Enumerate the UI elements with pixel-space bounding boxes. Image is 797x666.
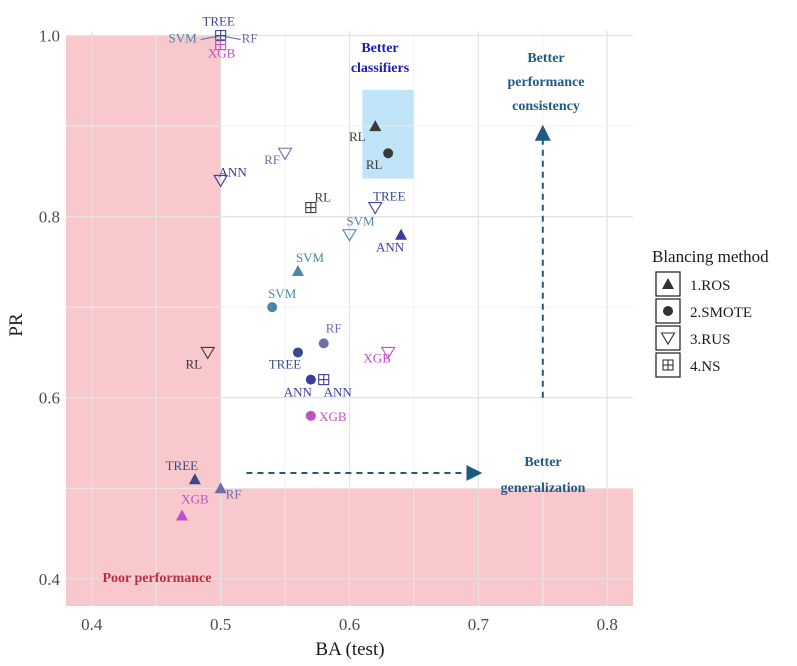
- point-ann-ros: [395, 228, 408, 240]
- region-poor-performance-vertical: [66, 35, 221, 606]
- point-svm-smote: [267, 302, 278, 313]
- y-tick-label: 0.6: [39, 389, 60, 408]
- y-tick-label: 0.8: [39, 208, 60, 227]
- point-label-rf-smote: RF: [326, 320, 342, 335]
- point-label-rf-rus: RF: [264, 152, 280, 167]
- legend: Blancing method 1.ROS 2.SMOTE 3.RUS 4.NS: [652, 247, 769, 378]
- point-labels-layer: RLRLRLRLTREETREETREETREESVMSVMSVMSVMRFRF…: [166, 14, 406, 507]
- points-layer: [175, 29, 408, 521]
- rf-ns-connector: [220, 34, 241, 41]
- point-svm-ros: [291, 264, 304, 276]
- legend-label: 1.ROS: [690, 278, 730, 294]
- legend-label: 4.NS: [690, 359, 720, 375]
- annotation-poor-performance: Poor performance: [103, 571, 212, 586]
- svm-ns-connector: [200, 34, 221, 41]
- x-tick-label: 0.7: [468, 615, 490, 634]
- x-tick-label: 0.5: [210, 615, 231, 634]
- x-axis-title: BA (test): [315, 639, 384, 660]
- x-tick-label: 0.6: [339, 615, 360, 634]
- point-label-tree-rus: TREE: [373, 189, 406, 204]
- point-label-ann-smote: ANN: [284, 385, 313, 400]
- x-axis: 0.4 0.5 0.6 0.7 0.8: [81, 615, 618, 634]
- point-label-svm-smote: SVM: [268, 286, 297, 301]
- point-ann-ns: [318, 374, 330, 386]
- point-label-ann-rus: ANN: [219, 164, 248, 179]
- y-axis: 0.4 0.6 0.8 1.0: [39, 27, 61, 589]
- point-rf-ros: [214, 482, 227, 494]
- point-label-xgb-rus: XGB: [363, 350, 391, 365]
- point-rf-rus: [277, 147, 293, 161]
- point-xgb-smote: [305, 410, 316, 421]
- point-rl-ros: [369, 120, 382, 132]
- legend-marker-1: [662, 278, 674, 289]
- y-axis-title: PR: [6, 313, 27, 337]
- point-ann-smote: [305, 374, 316, 385]
- point-label-svm-ns: SVM: [169, 30, 198, 45]
- point-label-rl-ns: RL: [315, 190, 332, 205]
- legend-title: Blancing method: [652, 247, 769, 266]
- point-label-rl-ros: RL: [349, 129, 366, 144]
- point-label-rl-rus: RL: [185, 356, 202, 371]
- legend-label: 2.SMOTE: [690, 305, 752, 321]
- point-rl-rus: [200, 346, 216, 360]
- point-label-ann-ros: ANN: [376, 240, 405, 255]
- point-label-svm-ros: SVM: [296, 250, 325, 265]
- point-xgb-ros: [175, 509, 188, 521]
- point-label-tree-ns: TREE: [202, 14, 235, 29]
- arrows-layer: [246, 124, 551, 481]
- annotation-better-performance-consistency: Better performance consistency: [508, 51, 585, 114]
- point-label-xgb-ros: XGB: [181, 491, 209, 506]
- point-rl-smote: [383, 148, 394, 159]
- point-label-rf-ros: RF: [226, 486, 242, 501]
- point-label-tree-smote: TREE: [269, 356, 302, 371]
- point-label-rf-ns: RF: [242, 30, 258, 45]
- legend-marker-2: [663, 306, 673, 316]
- y-tick-label: 1.0: [39, 27, 60, 46]
- point-xgb-rus: [380, 346, 396, 360]
- annotations-layer: Poor performance Better classifiers Better p…: [103, 41, 586, 586]
- point-label-xgb-smote: XGB: [319, 409, 347, 424]
- point-rl-ns: [305, 202, 317, 214]
- y-tick-label: 0.4: [39, 570, 61, 589]
- point-rf-smote: [318, 338, 329, 349]
- legend-key-box: [655, 325, 681, 351]
- point-tree-ros: [188, 473, 201, 485]
- point-label-svm-rus: SVM: [346, 214, 375, 229]
- legend-marker-4: [662, 359, 674, 371]
- point-ann-rus: [213, 174, 229, 188]
- point-tree-smote: [292, 347, 303, 358]
- point-xgb-ns: [215, 39, 227, 51]
- point-label-ann-ns: ANN: [324, 385, 353, 400]
- point-label-xgb-ns: XGB: [208, 46, 236, 61]
- x-tick-label: 0.4: [81, 615, 103, 634]
- region-poor-performance-horizontal: [220, 488, 634, 606]
- annotation-better-generalization: Better generalization: [501, 455, 586, 496]
- point-tree-rus: [367, 202, 383, 215]
- x-tick-label: 0.8: [597, 615, 618, 634]
- point-label-tree-ros: TREE: [166, 458, 199, 473]
- point-label-rl-smote: RL: [366, 157, 383, 172]
- legend-marker-3: [660, 332, 676, 346]
- annotation-better-classifiers: Better classifiers: [351, 41, 410, 76]
- legend-label: 3.RUS: [690, 332, 730, 348]
- region-better-classifiers: [362, 89, 414, 179]
- point-svm-rus: [342, 229, 357, 242]
